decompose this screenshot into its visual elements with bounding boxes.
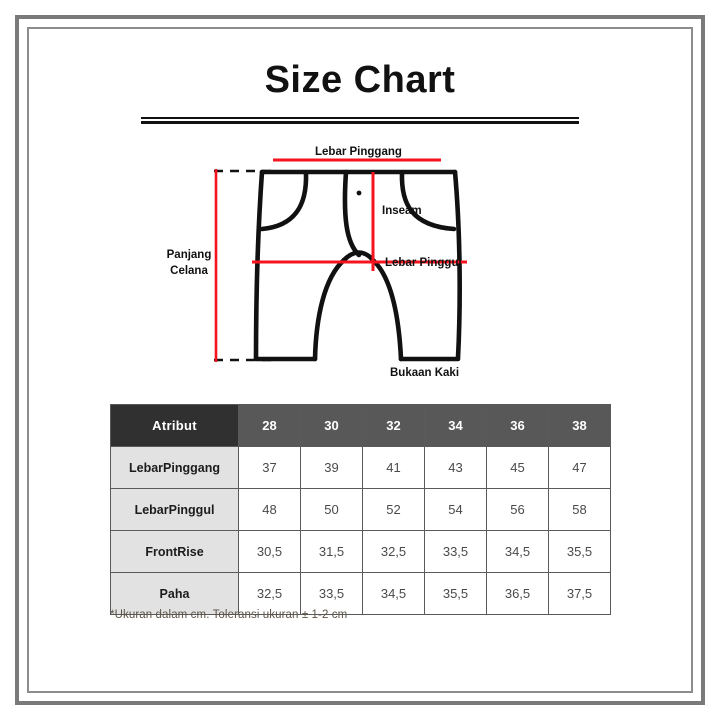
label-bukaan-kaki: Bukaan Kaki	[390, 367, 460, 379]
table-header-size-34: 34	[424, 404, 487, 447]
table-header-size-32: 32	[362, 404, 425, 447]
cell-frontrise-34: 33,5	[424, 530, 487, 573]
measurement-footnote: *Ukuran dalam cm. Toleransi ukuran ± 1-2…	[110, 609, 348, 621]
row-attribute-lebarpinggul: LebarPinggul	[110, 488, 239, 531]
cell-lebarpinggang-28: 37	[238, 446, 301, 489]
cell-frontrise-30: 31,5	[300, 530, 363, 573]
label-lebar-pinggul: Lebar Pinggul	[385, 257, 462, 269]
cell-frontrise-32: 32,5	[362, 530, 425, 573]
cell-paha-28: 32,5	[238, 572, 301, 615]
cell-lebarpinggul-30: 50	[300, 488, 363, 531]
page-title: Size Chart	[264, 59, 456, 101]
table-row: LebarPinggang 37 39 41 43 45 47	[110, 446, 611, 489]
cell-lebarpinggul-34: 54	[424, 488, 487, 531]
cell-lebarpinggul-32: 52	[362, 488, 425, 531]
row-attribute-paha: Paha	[110, 572, 239, 615]
table-header-size-38: 38	[548, 404, 611, 447]
cell-frontrise-28: 30,5	[238, 530, 301, 573]
cell-lebarpinggang-32: 41	[362, 446, 425, 489]
label-inseam: Inseam	[382, 205, 422, 217]
label-panjang-celana-line2: Celana	[170, 264, 208, 277]
table-header-size-36: 36	[486, 404, 549, 447]
table-row: FrontRise 30,5 31,5 32,5 33,5 34,5 35,5	[110, 530, 611, 573]
table-header-size-28: 28	[238, 404, 301, 447]
cell-paha-32: 34,5	[362, 572, 425, 615]
table-header-size-30: 30	[300, 404, 363, 447]
table-row: LebarPinggul 48 50 52 54 56 58	[110, 488, 611, 531]
cell-paha-36: 36,5	[486, 572, 549, 615]
cell-frontrise-36: 34,5	[486, 530, 549, 573]
size-table: Atribut 28 30 32 34 36 38 LebarPinggang …	[110, 404, 611, 615]
cell-lebarpinggang-38: 47	[548, 446, 611, 489]
button-dot	[356, 190, 362, 196]
table-header-row: Atribut 28 30 32 34 36 38	[110, 404, 611, 447]
row-attribute-lebarpinggang: LebarPinggang	[110, 446, 239, 489]
cell-lebarpinggul-28: 48	[238, 488, 301, 531]
cell-frontrise-38: 35,5	[548, 530, 611, 573]
cell-paha-30: 33,5	[300, 572, 363, 615]
title-divider	[141, 117, 579, 124]
cell-lebarpinggang-30: 39	[300, 446, 363, 489]
cell-paha-34: 35,5	[424, 572, 487, 615]
shorts-measurement-diagram: Lebar Pinggang Inseam Lebar Pinggul Buka…	[110, 138, 610, 393]
cell-paha-38: 37,5	[548, 572, 611, 615]
table-row: Paha 32,5 33,5 34,5 35,5 36,5 37,5	[110, 572, 611, 615]
row-attribute-frontrise: FrontRise	[110, 530, 239, 573]
cell-lebarpinggang-36: 45	[486, 446, 549, 489]
cell-lebarpinggul-38: 58	[548, 488, 611, 531]
label-panjang-celana-line1: Panjang	[166, 249, 212, 261]
label-panjang-celana: Panjang Celana	[146, 248, 232, 279]
label-lebar-pinggang: Lebar Pinggang	[315, 146, 402, 158]
cell-lebarpinggang-34: 43	[424, 446, 487, 489]
table-header-attribut: Atribut	[110, 404, 239, 447]
cell-lebarpinggul-36: 56	[486, 488, 549, 531]
